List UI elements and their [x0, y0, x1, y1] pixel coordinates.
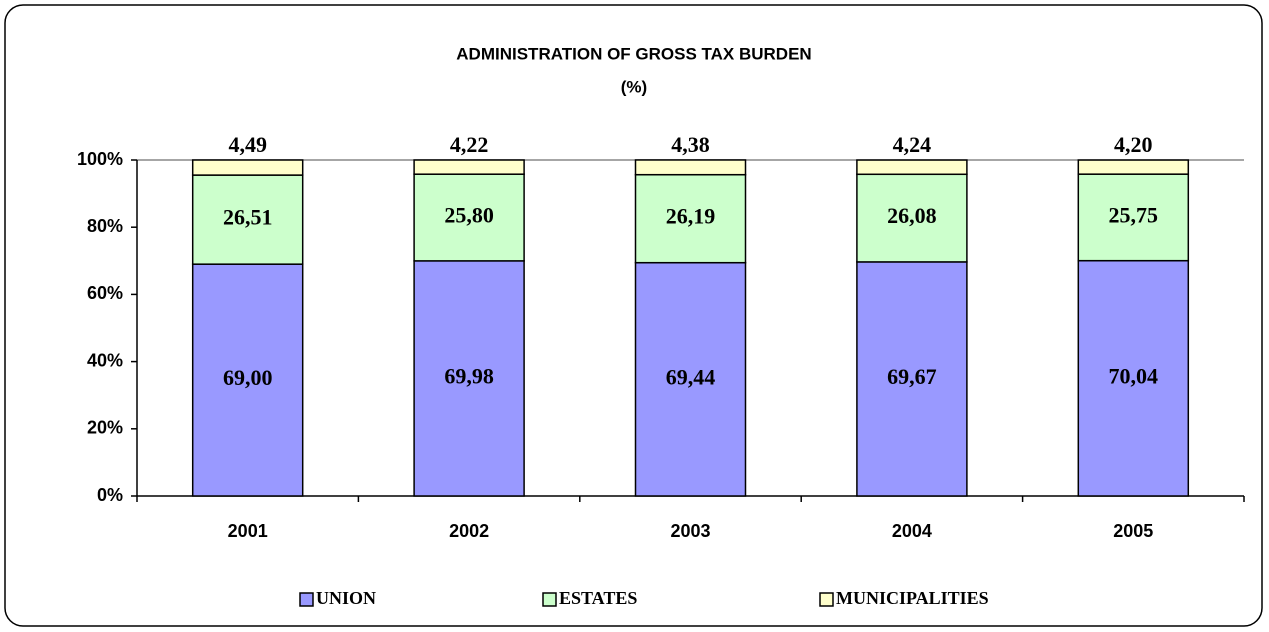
- data-label: 26,08: [887, 203, 937, 228]
- data-label: 4,38: [671, 132, 710, 157]
- legend-swatch: [819, 592, 834, 607]
- bar-segment: [413, 159, 525, 175]
- bar-segment: [634, 159, 747, 176]
- y-tick-label: 60%: [87, 283, 123, 303]
- bar-segment: [1077, 259, 1190, 497]
- legend-label: MUNICIPALITIES: [836, 588, 989, 608]
- y-tick-label: 0%: [97, 485, 123, 505]
- data-label: 26,51: [223, 205, 273, 230]
- bar-segment: [856, 261, 968, 497]
- x-tick-label: 2005: [1113, 521, 1153, 541]
- data-label: 4,20: [1114, 132, 1153, 157]
- x-tick-label: 2002: [449, 521, 489, 541]
- data-label: 70,04: [1109, 363, 1159, 388]
- x-tick-label: 2003: [670, 521, 710, 541]
- data-label: 4,24: [893, 132, 932, 157]
- data-label: 26,19: [666, 204, 716, 229]
- bar-segment: [634, 261, 747, 497]
- y-tick-label: 20%: [87, 418, 123, 438]
- data-label: 4,22: [450, 132, 489, 157]
- y-tick-label: 80%: [87, 216, 123, 236]
- bar-segment: [1077, 173, 1190, 262]
- y-tick-label: 100%: [77, 149, 123, 169]
- legend-label: ESTATES: [559, 588, 637, 608]
- legend-label: UNION: [316, 588, 376, 608]
- bar-segment: [856, 159, 968, 176]
- y-tick-label: 40%: [87, 350, 123, 370]
- x-tick-label: 2004: [892, 521, 932, 541]
- bar-segment: [413, 173, 525, 262]
- data-label: 25,75: [1109, 202, 1159, 227]
- bar-segment: [856, 173, 968, 263]
- bar-segment: [634, 173, 747, 264]
- legend-swatch: [542, 592, 557, 607]
- data-label: 69,67: [887, 364, 937, 389]
- data-label: 69,00: [223, 365, 273, 390]
- x-tick-label: 2001: [228, 521, 268, 541]
- data-label: 69,44: [666, 364, 716, 389]
- chart-subtitle: (%): [621, 77, 647, 96]
- data-label: 69,98: [444, 363, 494, 388]
- bar-segment: [1077, 159, 1190, 175]
- legend-swatch: [299, 592, 314, 607]
- data-label: 4,49: [228, 132, 267, 157]
- chart-title: ADMINISTRATION OF GROSS TAX BURDEN: [456, 44, 811, 63]
- bar-segment: [191, 159, 304, 176]
- data-label: 25,80: [444, 203, 494, 228]
